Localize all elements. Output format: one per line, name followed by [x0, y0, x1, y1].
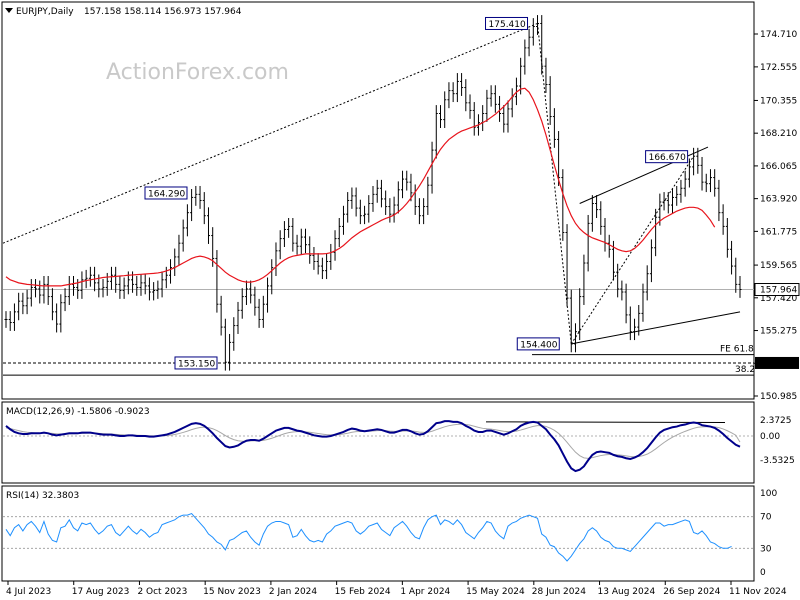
- label-164290: 164.290: [148, 189, 185, 199]
- label-164290-box: [144, 186, 188, 200]
- x-tick-label: 28 Jun 2024: [532, 587, 586, 597]
- label-166670-box: [645, 150, 689, 164]
- x-tick-label: 4 Jul 2023: [6, 587, 51, 597]
- fe-618-label: FE 61.8: [720, 345, 754, 355]
- price-tick-label: 150.985: [760, 392, 797, 402]
- x-tick-label: 15 Nov 2023: [203, 587, 261, 597]
- axis-layer: 174.710 172.555 170.355 168.210 166.065 163.9…: [6, 30, 800, 597]
- price-tick-label: 163.920: [760, 195, 797, 205]
- macd-tick-label: -3.5325: [760, 456, 795, 466]
- price-tick-label: 161.775: [760, 227, 797, 237]
- x-tick-label: 15 May 2024: [466, 587, 525, 597]
- macd-tick-label: 2.3725: [760, 416, 792, 426]
- moving-average-line: [5, 87, 716, 287]
- price-tick-label: 157.420: [760, 294, 797, 304]
- label-166670: 166.670: [649, 153, 686, 163]
- price-tick-label: 166.065: [760, 162, 797, 172]
- macd-panel: [1, 401, 755, 484]
- rsi-layer: [3, 512, 754, 562]
- label-154400: 154.400: [520, 340, 557, 350]
- level-153150-label: 153.150: [760, 359, 797, 369]
- x-tick-label: 13 Aug 2024: [598, 587, 656, 597]
- dotted-trendline: [2, 23, 538, 244]
- label-153150-box: [174, 356, 218, 370]
- price-layer: 175.410 164.290 166.670 154.400 153.150 FE 61…: [2, 15, 755, 376]
- price-tick-label: 155.275: [760, 327, 797, 337]
- macd-layer: [3, 420, 754, 473]
- level-153150-box: [755, 356, 799, 369]
- x-tick-label: 11 Nov 2024: [729, 587, 787, 597]
- x-tick-label: 15 Feb 2024: [335, 587, 391, 597]
- macd-tick-label: 0.00: [760, 432, 780, 442]
- rsi-line: [5, 512, 732, 562]
- label-175410-box: [485, 16, 529, 30]
- rsi-tick-label: 30: [760, 544, 772, 554]
- price-tick-label: 159.565: [760, 261, 797, 271]
- rsi-tick-label: 0: [760, 568, 766, 578]
- fib-382-label: 38.2: [735, 365, 755, 375]
- macd-divergence-line: [485, 421, 726, 424]
- price-tick-label: 170.355: [760, 96, 797, 106]
- label-153150: 153.150: [178, 359, 215, 369]
- price-tick-label: 168.210: [760, 129, 797, 139]
- x-tick-label: 2 Jan 2024: [269, 587, 317, 597]
- watermark: ActionForex.com: [106, 60, 289, 85]
- price-tick-label: 174.710: [760, 30, 797, 40]
- x-tick-label: 2 Oct 2023: [137, 587, 187, 597]
- macd-line: [5, 420, 741, 473]
- label-154400-box: [516, 337, 560, 351]
- rsi-panel: [1, 485, 755, 582]
- last-price-box: [754, 283, 800, 297]
- x-tick-label: 17 Aug 2023: [72, 587, 130, 597]
- label-175410: 175.410: [489, 20, 526, 30]
- last-price-label: 157.964: [760, 286, 797, 296]
- dropdown-arrow-icon[interactable]: [5, 8, 13, 13]
- macd-title: MACD(12,26,9) -1.5806 -0.9023: [6, 407, 150, 417]
- rsi-tick-label: 70: [760, 513, 772, 523]
- dotted-decline-line: [537, 23, 572, 344]
- rsi-tick-label: 100: [760, 489, 777, 499]
- x-tick-label: 26 Sep 2024: [663, 587, 720, 597]
- price-tick-label: 172.555: [760, 63, 797, 73]
- rsi-title: RSI(14) 32.3803: [6, 491, 79, 501]
- channel-lower-line: [571, 311, 741, 345]
- x-tick-label: 1 Apr 2024: [400, 587, 450, 597]
- ohlc-readout: 157.158 158.114 156.973 157.964: [84, 7, 242, 17]
- symbol-label: EURJPY,Daily: [16, 7, 74, 17]
